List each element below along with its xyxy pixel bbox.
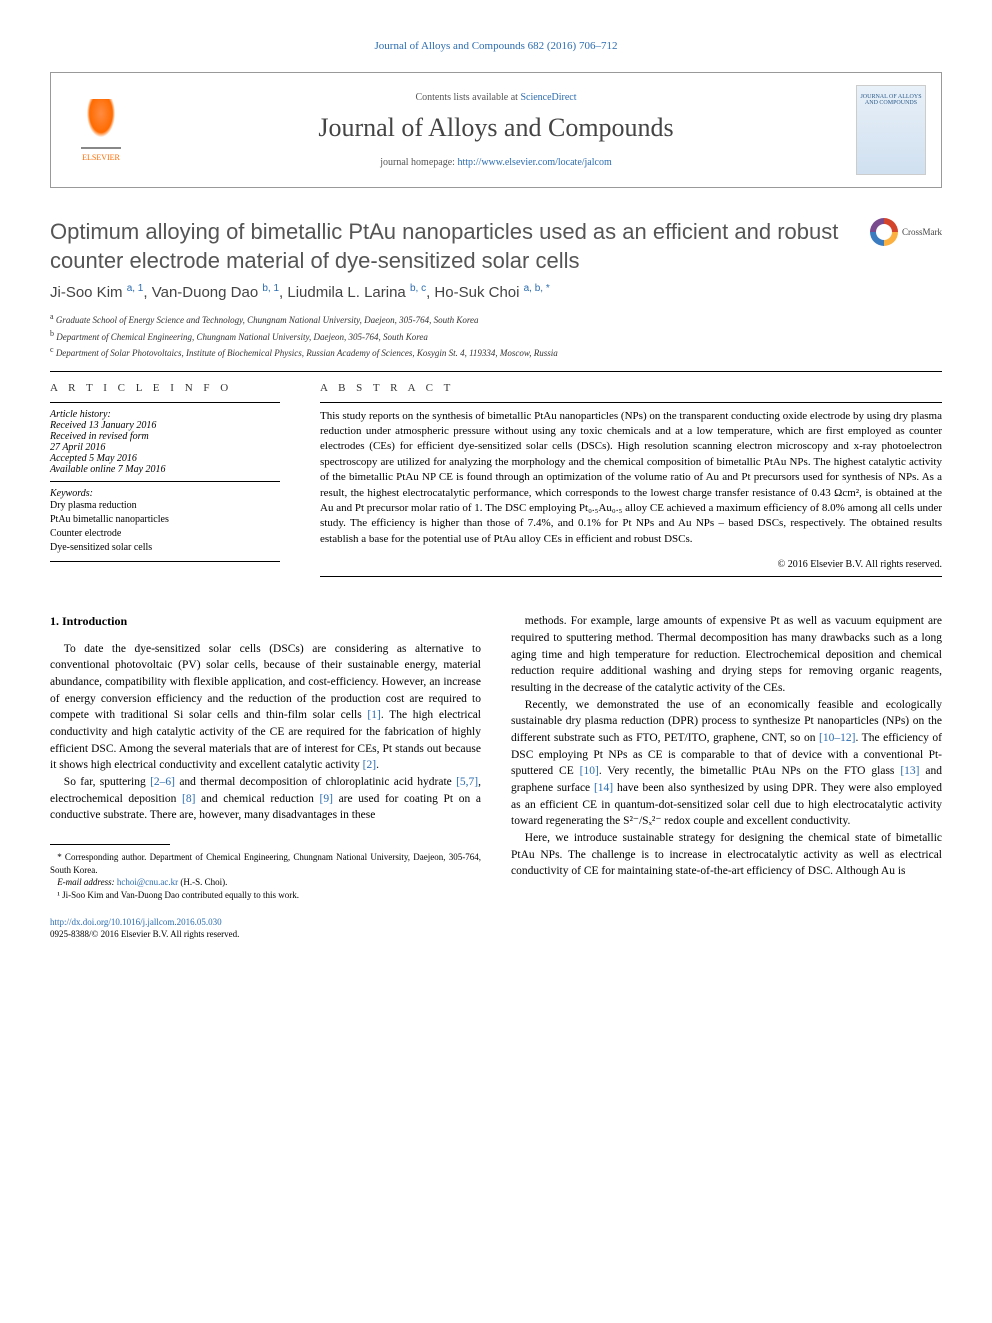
doi-link[interactable]: http://dx.doi.org/10.1016/j.jallcom.2016…	[50, 917, 222, 927]
corresponding-asterisk: *	[546, 283, 550, 294]
abstract-block: A B S T R A C T This study reports on th…	[320, 382, 942, 584]
journal-header-box: ELSEVIER Contents lists available at Sci…	[50, 72, 942, 188]
copyright-line: © 2016 Elsevier B.V. All rights reserved…	[320, 559, 942, 570]
author-3-aff: b, c	[410, 283, 426, 294]
article-title: Optimum alloying of bimetallic PtAu nano…	[50, 218, 870, 275]
authors-line: Ji-Soo Kim a, 1, Van-Duong Dao b, 1, Liu…	[50, 283, 942, 301]
article-info-block: A R T I C L E I N F O Article history: R…	[50, 382, 280, 584]
received-date: Received 13 January 2016	[50, 420, 280, 431]
email-label: E-mail address:	[57, 877, 117, 887]
footnote-separator	[50, 844, 170, 845]
affiliations: a Graduate School of Energy Science and …	[50, 311, 942, 361]
text: . Very recently, the bimetallic PtAu NPs…	[599, 765, 900, 777]
author-4-aff: a, b,	[524, 283, 546, 294]
author-3: Liudmila L. Larina	[287, 284, 410, 301]
affiliation-b: Department of Chemical Engineering, Chun…	[56, 332, 428, 342]
author-2-aff: b, 1	[262, 283, 279, 294]
revised-date: 27 April 2016	[50, 442, 280, 453]
contents-available: Contents lists available at ScienceDirec…	[136, 92, 856, 103]
affiliation-c: Department of Solar Photovoltaics, Insti…	[56, 348, 558, 358]
ref-link[interactable]: [10–12]	[819, 732, 855, 744]
ref-link[interactable]: [10]	[580, 765, 599, 777]
text: and chemical reduction	[195, 793, 319, 805]
history-label: Article history:	[50, 409, 280, 420]
issn-copyright: 0925-8388/© 2016 Elsevier B.V. All right…	[50, 929, 481, 941]
author-2: Van-Duong Dao	[152, 284, 263, 301]
keyword: Dye-sensitized solar cells	[50, 541, 280, 555]
ref-link[interactable]: [8]	[182, 793, 195, 805]
body-two-column: 1. Introduction To date the dye-sensitiz…	[50, 613, 942, 941]
keyword: PtAu bimetallic nanoparticles	[50, 513, 280, 527]
keyword: Counter electrode	[50, 527, 280, 541]
doi-block: http://dx.doi.org/10.1016/j.jallcom.2016…	[50, 917, 481, 940]
author-1: Ji-Soo Kim	[50, 284, 127, 301]
section-1-heading: 1. Introduction	[50, 613, 481, 630]
paragraph-1: To date the dye-sensitized solar cells (…	[50, 641, 481, 774]
sciencedirect-link[interactable]: ScienceDirect	[520, 92, 576, 103]
paragraph-3: methods. For example, large amounts of e…	[511, 613, 942, 696]
paragraph-2: So far, sputtering [2–6] and thermal dec…	[50, 774, 481, 824]
paragraph-4: Recently, we demonstrated the use of an …	[511, 697, 942, 830]
contents-prefix: Contents lists available at	[415, 92, 520, 103]
ref-link[interactable]: [2–6]	[150, 776, 175, 788]
accepted-date: Accepted 5 May 2016	[50, 453, 280, 464]
abstract-text: This study reports on the synthesis of b…	[320, 409, 942, 548]
cover-text: JOURNAL OF ALLOYS AND COMPOUNDS	[857, 94, 925, 106]
keywords-label: Keywords:	[50, 488, 280, 499]
elsevier-tree-icon	[81, 99, 121, 149]
author-4: Ho-Suk Choi	[434, 284, 523, 301]
elsevier-text: ELSEVIER	[82, 153, 120, 162]
text: So far, sputtering	[64, 776, 150, 788]
text: and thermal decomposition of chloroplati…	[175, 776, 456, 788]
author-1-aff: a, 1	[127, 283, 144, 294]
crossmark-label: CrossMark	[902, 227, 942, 237]
journal-homepage: journal homepage: http://www.elsevier.co…	[136, 157, 856, 168]
elsevier-logo: ELSEVIER	[66, 90, 136, 170]
divider	[50, 561, 280, 562]
email-suffix: (H.-S. Choi).	[178, 877, 227, 887]
header-center: Contents lists available at ScienceDirec…	[136, 92, 856, 168]
email-line: E-mail address: hchoi@cnu.ac.kr (H.-S. C…	[50, 876, 481, 889]
revised-label: Received in revised form	[50, 431, 280, 442]
ref-link[interactable]: [1]	[367, 709, 380, 721]
affiliation-a: Graduate School of Energy Science and Te…	[56, 315, 479, 325]
divider	[320, 576, 942, 577]
homepage-prefix: journal homepage:	[380, 157, 457, 168]
homepage-link[interactable]: http://www.elsevier.com/locate/jalcom	[457, 157, 611, 168]
footnotes: * Corresponding author. Department of Ch…	[50, 851, 481, 901]
crossmark-icon	[870, 218, 898, 246]
ref-link[interactable]: [14]	[594, 782, 613, 794]
ref-link[interactable]: [9]	[320, 793, 333, 805]
equal-contribution-note: ¹ Ji-Soo Kim and Van-Duong Dao contribut…	[50, 889, 481, 902]
divider	[50, 481, 280, 482]
paragraph-5: Here, we introduce sustainable strategy …	[511, 830, 942, 880]
journal-reference: Journal of Alloys and Compounds 682 (201…	[50, 40, 942, 52]
keywords-list: Dry plasma reduction PtAu bimetallic nan…	[50, 499, 280, 555]
ref-link[interactable]: [13]	[900, 765, 919, 777]
email-link[interactable]: hchoi@cnu.ac.kr	[117, 877, 178, 887]
article-info-head: A R T I C L E I N F O	[50, 382, 280, 394]
divider	[320, 402, 942, 403]
abstract-head: A B S T R A C T	[320, 382, 942, 394]
journal-name: Journal of Alloys and Compounds	[136, 113, 856, 143]
divider	[50, 371, 942, 372]
divider	[50, 402, 280, 403]
corresponding-author-note: * Corresponding author. Department of Ch…	[50, 851, 481, 876]
ref-link[interactable]: [2]	[363, 759, 376, 771]
keyword: Dry plasma reduction	[50, 499, 280, 513]
sep: ,	[143, 284, 151, 301]
online-date: Available online 7 May 2016	[50, 464, 280, 475]
article-history: Article history: Received 13 January 201…	[50, 409, 280, 475]
journal-cover-thumbnail: JOURNAL OF ALLOYS AND COMPOUNDS	[856, 85, 926, 175]
crossmark-badge[interactable]: CrossMark	[870, 218, 942, 246]
text: .	[376, 759, 379, 771]
ref-link[interactable]: [5,7]	[456, 776, 478, 788]
